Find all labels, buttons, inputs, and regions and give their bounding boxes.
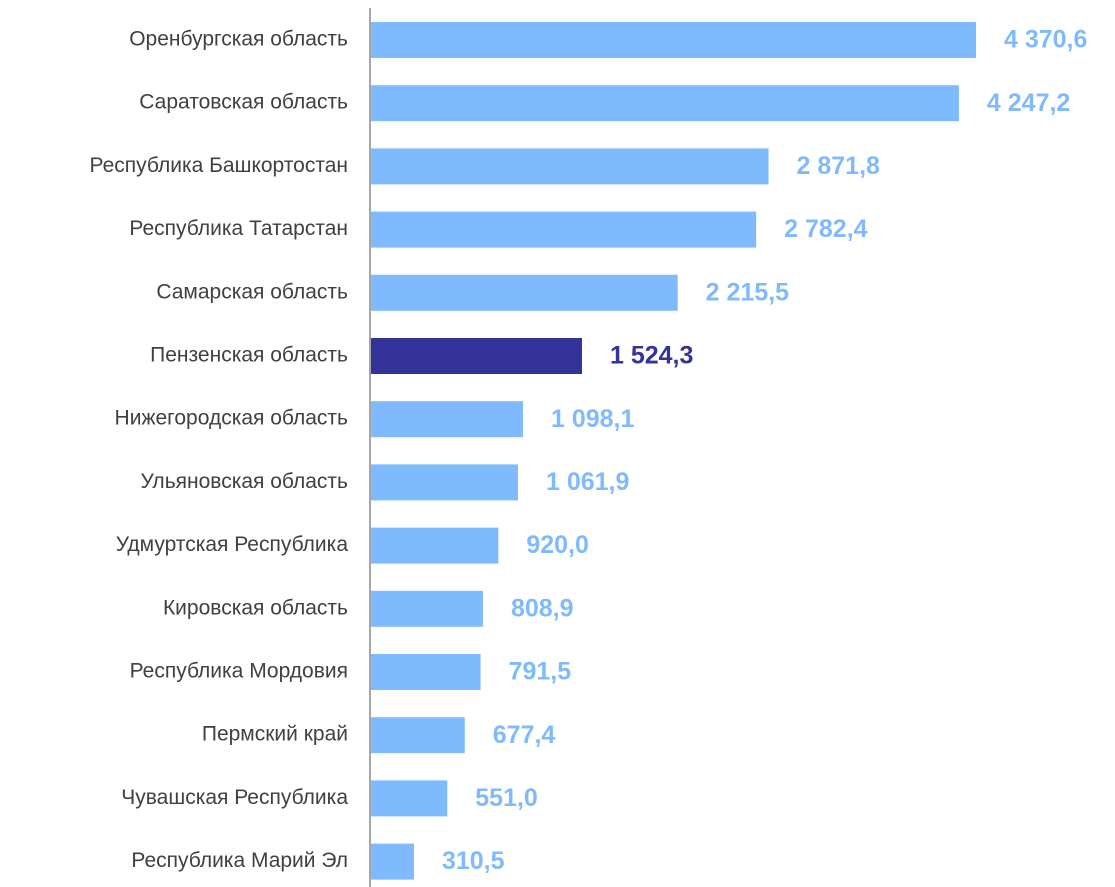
value-label: 1 524,3 bbox=[610, 342, 693, 370]
category-label: Пензенская область bbox=[150, 344, 348, 367]
category-label: Саратовская область bbox=[139, 91, 348, 114]
value-label: 310,5 bbox=[442, 847, 505, 875]
bar bbox=[371, 717, 465, 754]
category-label: Республика Мордовия bbox=[130, 660, 348, 683]
value-label: 808,9 bbox=[511, 594, 574, 622]
category-label: Нижегородская область bbox=[115, 407, 348, 430]
value-label: 2 871,8 bbox=[797, 152, 881, 180]
value-label: 551,0 bbox=[475, 784, 538, 812]
category-label: Самарская область bbox=[156, 280, 348, 303]
bar bbox=[371, 338, 583, 374]
bar bbox=[371, 274, 678, 311]
bar bbox=[371, 401, 524, 438]
bar bbox=[371, 843, 414, 880]
category-label: Республика Марий Эл bbox=[131, 849, 348, 872]
category-label: Кировская область bbox=[163, 596, 348, 619]
bar bbox=[371, 464, 518, 501]
value-label: 2 215,5 bbox=[706, 278, 790, 306]
bar bbox=[371, 590, 483, 627]
bar bbox=[371, 780, 448, 817]
category-label: Чувашская Республика bbox=[121, 786, 348, 809]
bar bbox=[371, 148, 769, 185]
bar bbox=[371, 85, 959, 122]
category-label: Пермский край bbox=[202, 723, 348, 746]
category-label: Оренбургская область bbox=[129, 28, 348, 51]
category-label: Республика Татарстан bbox=[129, 217, 348, 240]
value-label: 1 061,9 bbox=[546, 468, 629, 496]
bar bbox=[371, 654, 481, 690]
category-label: Ульяновская область bbox=[141, 470, 349, 493]
category-label: Удмуртская Республика bbox=[116, 533, 349, 556]
value-label: 4 247,2 bbox=[987, 89, 1070, 117]
value-label: 4 370,6 bbox=[1004, 26, 1087, 54]
category-label: Республика Башкортостан bbox=[90, 154, 348, 177]
bar bbox=[371, 527, 499, 564]
value-label: 677,4 bbox=[493, 721, 556, 749]
bar bbox=[371, 211, 757, 248]
value-label: 920,0 bbox=[526, 531, 589, 559]
value-label: 791,5 bbox=[509, 658, 572, 686]
value-label: 2 782,4 bbox=[784, 215, 868, 243]
bar bbox=[371, 22, 976, 58]
value-label: 1 098,1 bbox=[551, 405, 635, 433]
